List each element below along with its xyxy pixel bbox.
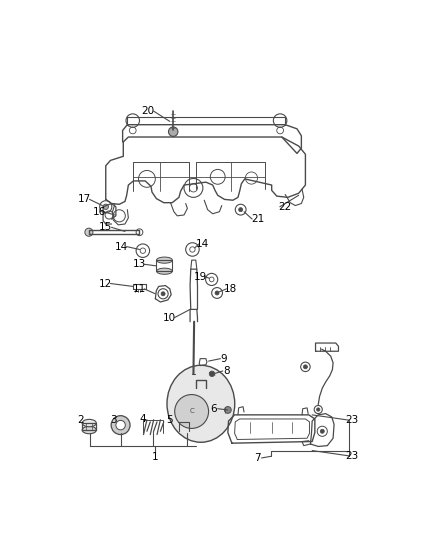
Text: 3: 3 bbox=[110, 415, 117, 425]
Ellipse shape bbox=[156, 268, 173, 274]
Circle shape bbox=[169, 127, 178, 136]
Circle shape bbox=[215, 291, 219, 295]
Circle shape bbox=[320, 429, 324, 433]
Text: 6: 6 bbox=[210, 403, 217, 414]
Text: 17: 17 bbox=[78, 195, 91, 204]
Text: 16: 16 bbox=[92, 207, 106, 217]
Text: 9: 9 bbox=[220, 353, 227, 364]
Circle shape bbox=[239, 208, 243, 212]
Text: 13: 13 bbox=[133, 259, 146, 269]
Ellipse shape bbox=[167, 365, 235, 442]
Circle shape bbox=[175, 394, 208, 429]
Text: 23: 23 bbox=[345, 415, 359, 425]
Circle shape bbox=[224, 407, 231, 413]
Ellipse shape bbox=[82, 419, 96, 427]
Text: 22: 22 bbox=[278, 202, 291, 212]
Text: 15: 15 bbox=[99, 222, 113, 232]
Text: 12: 12 bbox=[99, 279, 113, 288]
Text: 18: 18 bbox=[224, 284, 237, 294]
Text: 5: 5 bbox=[166, 415, 173, 425]
Text: C: C bbox=[189, 408, 194, 415]
Circle shape bbox=[209, 371, 215, 376]
Text: 8: 8 bbox=[223, 366, 230, 376]
Text: 2: 2 bbox=[77, 415, 84, 425]
Ellipse shape bbox=[156, 257, 173, 263]
Circle shape bbox=[317, 408, 320, 411]
Circle shape bbox=[116, 421, 125, 430]
Circle shape bbox=[161, 292, 165, 296]
Text: 20: 20 bbox=[141, 106, 154, 116]
Text: 23: 23 bbox=[345, 451, 359, 461]
Circle shape bbox=[85, 228, 93, 236]
Text: 14: 14 bbox=[196, 239, 209, 249]
Text: 11: 11 bbox=[133, 284, 146, 294]
Text: 21: 21 bbox=[251, 214, 264, 224]
Ellipse shape bbox=[179, 429, 189, 434]
Text: 19: 19 bbox=[194, 271, 207, 281]
Text: 14: 14 bbox=[115, 241, 128, 252]
Text: 4: 4 bbox=[140, 414, 146, 424]
Text: 7: 7 bbox=[254, 453, 261, 463]
Circle shape bbox=[304, 365, 307, 369]
Text: 10: 10 bbox=[163, 312, 177, 322]
Ellipse shape bbox=[82, 426, 96, 434]
Text: 1: 1 bbox=[152, 452, 159, 462]
Circle shape bbox=[111, 416, 130, 434]
Circle shape bbox=[103, 204, 109, 209]
